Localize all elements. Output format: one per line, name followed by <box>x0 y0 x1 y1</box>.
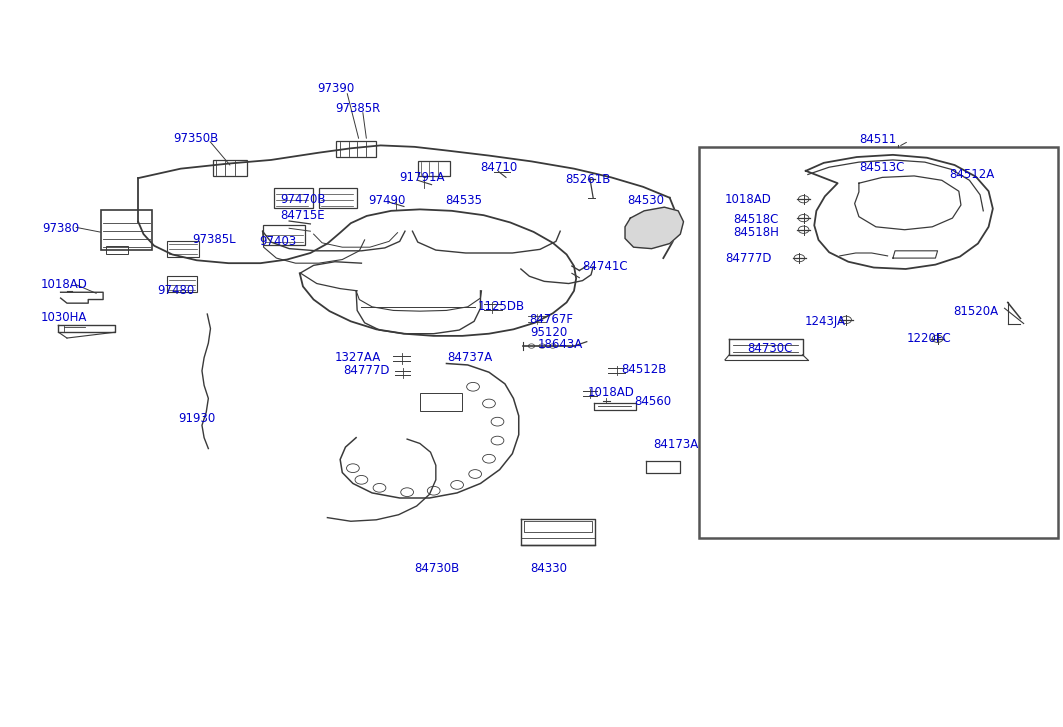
Text: 84715E: 84715E <box>281 209 325 222</box>
Text: 84173A: 84173A <box>654 438 699 451</box>
Text: 84730C: 84730C <box>747 342 793 355</box>
Text: 84518C: 84518C <box>733 213 779 226</box>
Text: 84530: 84530 <box>627 194 664 207</box>
Text: 1030HA: 1030HA <box>40 311 87 324</box>
Text: 97380: 97380 <box>43 222 80 235</box>
Text: 18643A: 18643A <box>538 338 584 351</box>
Text: 84777D: 84777D <box>343 364 390 377</box>
Text: 84710: 84710 <box>480 161 518 174</box>
Text: 97385R: 97385R <box>335 102 381 115</box>
Text: 97480: 97480 <box>157 284 195 297</box>
Text: 97403: 97403 <box>259 235 297 248</box>
Text: 1018AD: 1018AD <box>588 386 635 399</box>
Text: 84741C: 84741C <box>583 260 628 273</box>
Text: 97390: 97390 <box>317 82 354 95</box>
Text: 1243JA: 1243JA <box>805 315 846 328</box>
Text: 1018AD: 1018AD <box>40 278 87 292</box>
Text: 91791A: 91791A <box>400 171 445 184</box>
Text: 85261B: 85261B <box>566 173 611 186</box>
Text: 84535: 84535 <box>445 194 483 207</box>
Text: 84518H: 84518H <box>733 226 779 239</box>
Text: 84330: 84330 <box>530 562 568 575</box>
Text: 1327AA: 1327AA <box>335 351 382 364</box>
Text: 81520A: 81520A <box>954 305 998 318</box>
Text: 97385L: 97385L <box>192 233 236 246</box>
Text: 84737A: 84737A <box>448 351 493 364</box>
Text: 1018AD: 1018AD <box>725 193 772 206</box>
Text: 84512B: 84512B <box>621 363 667 376</box>
Bar <box>420 393 462 411</box>
Text: 84511: 84511 <box>859 133 896 146</box>
Text: 91930: 91930 <box>179 411 216 425</box>
Bar <box>699 147 1058 538</box>
Text: 84777D: 84777D <box>725 252 772 265</box>
Text: 95120: 95120 <box>530 326 568 339</box>
Text: 97490: 97490 <box>368 194 405 207</box>
Text: 1220FC: 1220FC <box>907 332 951 345</box>
Polygon shape <box>625 207 684 249</box>
Text: 84512A: 84512A <box>949 168 995 181</box>
Text: 1125DB: 1125DB <box>477 300 524 313</box>
Text: 97350B: 97350B <box>173 132 219 145</box>
Text: 84513C: 84513C <box>859 161 905 174</box>
Text: 84730B: 84730B <box>415 562 460 575</box>
Text: 97470B: 97470B <box>281 193 326 206</box>
Text: 84767F: 84767F <box>529 313 573 326</box>
Text: 84560: 84560 <box>635 395 672 408</box>
